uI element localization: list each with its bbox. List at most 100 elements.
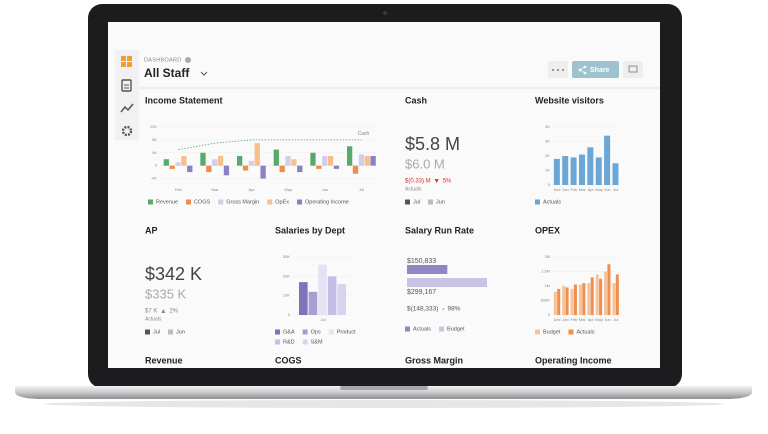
widget-title: Gross Margin bbox=[405, 355, 463, 365]
hbar bbox=[407, 265, 448, 274]
bar bbox=[337, 284, 347, 315]
legend-swatch bbox=[405, 199, 410, 205]
comment-button[interactable] bbox=[623, 61, 643, 78]
bar bbox=[242, 165, 249, 171]
legend-label: Jun bbox=[176, 329, 185, 335]
nav-dashboards[interactable] bbox=[121, 56, 132, 67]
bar bbox=[604, 271, 608, 315]
kpi-note: Actuals bbox=[405, 186, 422, 192]
separator-dot bbox=[442, 308, 445, 310]
bar bbox=[217, 156, 224, 166]
bar bbox=[578, 154, 585, 185]
legend-swatch bbox=[428, 199, 434, 205]
nav-reports[interactable] bbox=[121, 79, 132, 92]
x-tick-label: Feb bbox=[570, 317, 578, 322]
bar bbox=[273, 149, 279, 166]
y-tick-label: -4K bbox=[151, 176, 158, 181]
widget-title: OPEX bbox=[535, 225, 560, 235]
legend-label: Budget bbox=[543, 329, 561, 335]
y-tick-label: 2K bbox=[545, 153, 550, 158]
bar bbox=[310, 152, 316, 166]
bar bbox=[316, 165, 322, 169]
legend-label: S&M bbox=[311, 339, 323, 345]
title-dropdown[interactable] bbox=[200, 71, 208, 76]
bar bbox=[604, 135, 611, 185]
bar bbox=[570, 157, 577, 185]
legend-swatch bbox=[302, 339, 308, 345]
kpi-note: Actuals bbox=[145, 316, 162, 322]
x-tick-label: May bbox=[285, 187, 293, 192]
x-tick-label: Jul bbox=[613, 187, 618, 192]
legend-swatch bbox=[568, 329, 574, 335]
bar bbox=[615, 274, 619, 315]
bar bbox=[169, 165, 175, 169]
x-tick-label: Jan bbox=[562, 187, 568, 192]
x-tick-label: Mar bbox=[579, 317, 587, 322]
share-label[interactable]: Share bbox=[590, 67, 610, 74]
legend-swatch bbox=[275, 329, 280, 335]
legend-label: Product bbox=[337, 329, 356, 335]
legend-label: Gross Margin bbox=[226, 199, 259, 205]
kpi-value: $5.8 M bbox=[405, 134, 460, 154]
x-tick-label: Apr bbox=[249, 187, 256, 192]
bar bbox=[553, 291, 557, 315]
bar bbox=[570, 288, 574, 315]
y-tick-label: 30K bbox=[283, 254, 290, 259]
x-tick-label: May bbox=[595, 187, 603, 192]
bar bbox=[327, 156, 334, 166]
bar bbox=[327, 276, 337, 315]
y-tick-label: 0 bbox=[548, 312, 551, 317]
legend-swatch bbox=[145, 329, 150, 335]
dashboard-title[interactable]: All Staff bbox=[144, 66, 190, 80]
breadcrumb[interactable]: DASHBOARD bbox=[144, 57, 182, 63]
more-button[interactable] bbox=[548, 61, 568, 78]
share-button[interactable] bbox=[572, 61, 619, 78]
y-tick-label: 0 bbox=[288, 312, 291, 317]
bar bbox=[599, 278, 603, 315]
bar bbox=[573, 284, 577, 315]
legend-label: Jun bbox=[436, 199, 445, 205]
x-tick-label: May bbox=[595, 317, 603, 322]
bar bbox=[358, 154, 365, 166]
bar bbox=[587, 147, 594, 185]
legend-label: Budget bbox=[447, 326, 465, 332]
legend-swatch bbox=[439, 326, 445, 332]
y-tick-label: 1.5M bbox=[541, 269, 550, 274]
variance: $(148,333) bbox=[407, 306, 438, 313]
legend-swatch bbox=[218, 199, 224, 205]
legend-swatch bbox=[405, 326, 410, 332]
camera bbox=[383, 11, 387, 15]
nav-trends[interactable] bbox=[120, 103, 134, 113]
bar bbox=[565, 287, 569, 315]
y-tick-label: 4K bbox=[152, 150, 157, 155]
laptop-base bbox=[15, 386, 752, 399]
y-tick-label: 3K bbox=[545, 139, 550, 144]
widget-title: AP bbox=[145, 225, 158, 235]
x-tick-label: Jul bbox=[320, 317, 325, 322]
legend-label: Ops bbox=[311, 329, 321, 335]
hbar bbox=[407, 278, 487, 287]
x-tick-label: Jul bbox=[613, 317, 618, 322]
dashboard: DASHBOARD All Staff Share Income Stateme… bbox=[108, 22, 660, 368]
y-tick-label: 2M bbox=[544, 254, 550, 259]
legend-swatch bbox=[267, 199, 273, 205]
x-tick-label: Jun bbox=[604, 187, 610, 192]
info-icon[interactable] bbox=[185, 57, 191, 63]
bar bbox=[562, 156, 569, 185]
legend-label: Jul bbox=[413, 199, 420, 205]
legend-label: Actuals bbox=[576, 329, 594, 335]
bar bbox=[582, 283, 586, 315]
kpi-previous: $335 K bbox=[145, 286, 187, 301]
bar bbox=[578, 284, 582, 315]
kpi-change-pct: 5% bbox=[443, 179, 452, 185]
variance-pct: 98% bbox=[447, 306, 460, 313]
bar bbox=[562, 286, 566, 315]
bar bbox=[285, 156, 291, 166]
bar bbox=[370, 156, 376, 166]
legend-label: R&D bbox=[283, 339, 295, 345]
bar bbox=[248, 160, 255, 166]
bar bbox=[206, 165, 212, 173]
nav-settings[interactable] bbox=[121, 125, 133, 137]
bar bbox=[291, 159, 297, 166]
widget-title: Cash bbox=[405, 95, 427, 105]
